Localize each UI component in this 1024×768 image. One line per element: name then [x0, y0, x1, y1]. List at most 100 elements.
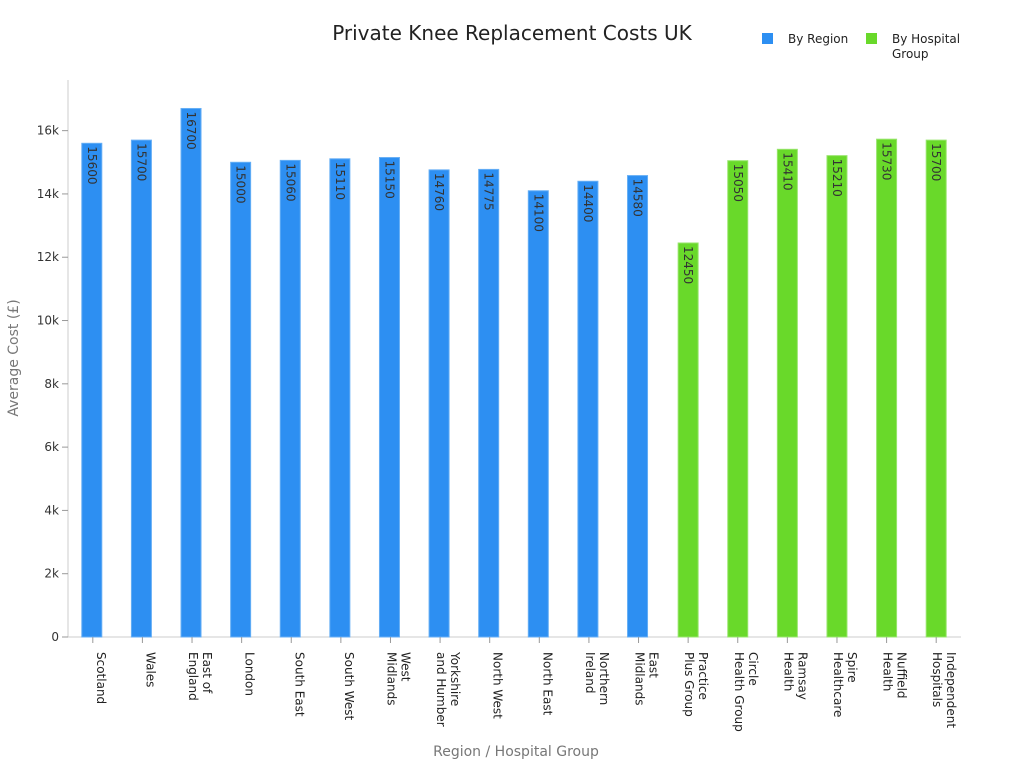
x-tick-label-line: North West [491, 652, 505, 719]
x-tick-label: Scotland [94, 652, 108, 704]
x-tick-label-line: West [398, 652, 412, 682]
x-tick-label-line: North East [540, 652, 554, 716]
x-tick-label-line: East [647, 652, 661, 678]
bar-value-label: 14760 [432, 173, 446, 211]
y-tick-label: 6k [44, 440, 59, 454]
bar-value-label: 15410 [780, 152, 794, 190]
bar [378, 157, 400, 638]
bar [81, 142, 103, 638]
bars: 15600 15700 16700 15000 15060 15110 15150 14760… [81, 107, 947, 638]
x-tick-label-line: Nuffield [895, 652, 909, 699]
bar-value-label: 15150 [382, 161, 396, 199]
legend-label: Group [892, 47, 929, 61]
x-tick-label: North East [540, 652, 554, 716]
legend-label: By Hospital [892, 32, 960, 46]
legend-item: By Region [762, 32, 848, 46]
bar [677, 242, 699, 638]
bar [776, 148, 798, 638]
x-tick-label-line: Midlands [384, 652, 398, 705]
bar-value-label: 14400 [581, 184, 595, 222]
bar [527, 190, 549, 638]
bar [876, 138, 898, 638]
bar-value-label: 15060 [283, 163, 297, 201]
y-axis-title: Average Cost (£) [6, 299, 22, 416]
y-tick-label: 10k [37, 314, 59, 328]
y-tick-label: 16k [37, 124, 59, 138]
x-tick-label-line: Independent [944, 652, 958, 728]
y-tick-label: 12k [37, 250, 59, 264]
bar [329, 158, 351, 638]
x-tick-label-line: Scotland [94, 652, 108, 704]
bar [925, 139, 947, 638]
x-tick-label-line: Yorkshire [448, 651, 462, 706]
x-tick-label: London [243, 652, 257, 696]
x-tick-label-line: England [186, 652, 200, 701]
bar-value-label: 15050 [731, 164, 745, 202]
x-tick-label-line: Hospitals [930, 652, 944, 707]
x-tick-label-line: East of [200, 652, 214, 694]
bar-value-label: 15600 [85, 146, 99, 184]
x-tick-label-line: Health [881, 652, 895, 691]
bar-value-label: 14580 [631, 179, 645, 217]
bar [577, 180, 599, 638]
bar-value-label: 14775 [482, 172, 496, 210]
x-tick-label-line: Ireland [583, 652, 597, 694]
x-tick-label: North West [491, 652, 505, 719]
legend-label: By Region [788, 32, 848, 46]
bar-value-label: 15700 [929, 143, 943, 181]
x-tick-label-line: Ramsay [795, 652, 809, 700]
legend-swatch [866, 33, 877, 44]
x-tick-label-line: Northern [597, 652, 611, 705]
y-tick-label: 4k [44, 503, 59, 517]
y-axis: 0 2k 4k 6k 8k 10k 12k 14k 16k [37, 124, 68, 644]
y-tick-label: 2k [44, 567, 59, 581]
legend-swatch [762, 33, 773, 44]
bar [727, 160, 749, 638]
bar [428, 169, 450, 638]
x-tick-label-line: Midlands [633, 652, 647, 705]
bar-value-label: 16700 [184, 111, 198, 149]
x-tick-label-line: Spire [845, 652, 859, 683]
x-tick-label-line: London [243, 652, 257, 696]
x-tick-label-line: Practice [696, 652, 710, 700]
bar [478, 168, 500, 638]
chart-title: Private Knee Replacement Costs UK [332, 21, 692, 45]
x-tick-label-line: and Humber [434, 652, 448, 727]
bar-value-label: 12450 [681, 246, 695, 284]
bar-value-label: 15730 [880, 142, 894, 180]
bar [180, 107, 202, 638]
x-tick-label-line: South West [342, 652, 356, 720]
bar-value-label: 15700 [134, 143, 148, 181]
x-tick-label-line: Plus Group [682, 652, 696, 717]
x-tick-label-line: Wales [143, 652, 157, 687]
x-tick-label-line: Health [781, 652, 795, 691]
x-tick-label: South East [292, 652, 306, 717]
x-tick-label-line: Healthcare [831, 652, 845, 717]
y-tick-label: 0 [51, 630, 59, 644]
x-tick-label-line: South East [292, 652, 306, 717]
y-tick-label: 8k [44, 377, 59, 391]
bar [230, 161, 252, 638]
x-tick-label-line: Circle [746, 652, 760, 686]
bar-value-label: 15110 [333, 162, 347, 200]
bar-value-label: 15210 [830, 159, 844, 197]
bar [279, 159, 301, 638]
bar [130, 139, 152, 638]
x-axis-title: Region / Hospital Group [433, 744, 599, 760]
y-tick-label: 14k [37, 187, 59, 201]
